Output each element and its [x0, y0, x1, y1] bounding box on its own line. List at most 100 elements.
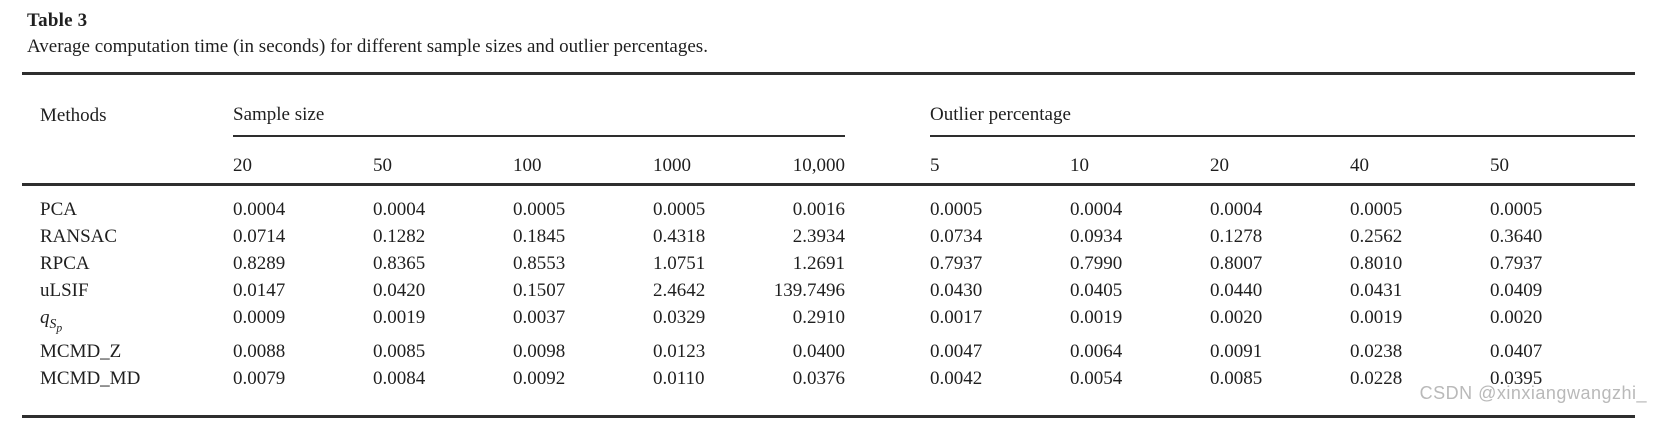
subheader-row: 20 50 100 1000 10,000 5 10 20 40 50 [22, 136, 1636, 186]
col-header-sample-20: 20 [233, 136, 373, 186]
outlier-percentage-value-cell: 0.7937 [930, 253, 983, 274]
method-cell: uLSIF [40, 280, 89, 301]
sample-size-value-cell: 0.0400 [792, 341, 846, 362]
sample-size-value-cell: 0.1282 [373, 226, 426, 247]
column-gap [845, 223, 930, 250]
col-header-outlier-20: 20 [1210, 136, 1351, 186]
outlier-percentage-value-cell: 0.0005 [1350, 199, 1403, 220]
sample-size-value-cell: 0.1845 [513, 226, 566, 247]
data-table: Methods Sample size Outlier percentage 2… [22, 72, 1636, 418]
col-header-sample-50: 50 [373, 136, 513, 186]
outlier-percentage-value-cell: 0.8010 [1350, 253, 1403, 274]
sample-size-value-cell: 0.0420 [373, 280, 426, 301]
sample-size-value-cell: 0.0004 [233, 199, 286, 220]
sample-size-group-header: Sample size [233, 73, 846, 137]
table-row: RANSAC 0.0714 0.1282 0.1845 0.4318 2.3934 0.07… [22, 223, 1635, 250]
column-gap [845, 277, 930, 304]
table-row: MCMD_MD 0.0079 0.0084 0.0092 0.0110 0.0376 0.0… [22, 365, 1635, 417]
outlier-percentage-value-cell: 0.0054 [1070, 368, 1123, 389]
outlier-percentage-value-cell: 0.0004 [1070, 199, 1123, 220]
outlier-percentage-value-cell: 0.7937 [1490, 253, 1543, 274]
column-gap [845, 304, 930, 331]
table-body: PCA 0.0004 0.0004 0.0005 0.0005 0.0016 0.0005 0… [22, 185, 1635, 417]
column-gap [845, 136, 931, 186]
table-caption: Average computation time (in seconds) fo… [27, 36, 708, 57]
outlier-percentage-value-cell: 0.0004 [1210, 199, 1263, 220]
outlier-percentage-value-cell: 0.0019 [1350, 307, 1403, 328]
sample-size-value-cell: 0.0016 [792, 199, 846, 220]
sample-size-value-cell: 0.0376 [792, 368, 846, 389]
column-gap [845, 250, 930, 277]
method-cell: MCMD_MD [40, 368, 141, 389]
sample-size-value-cell: 0.0714 [233, 226, 286, 247]
sample-size-value-cell: 0.8553 [513, 253, 566, 274]
methods-header: Methods [40, 105, 107, 126]
outlier-percentage-value-cell: 0.0019 [1070, 307, 1123, 328]
outlier-percentage-value-cell: 0.0005 [1490, 199, 1543, 220]
outlier-percentage-value-cell: 0.0409 [1490, 280, 1543, 301]
outlier-percentage-value-cell: 0.3640 [1490, 226, 1543, 247]
column-gap [845, 74, 930, 137]
sample-size-value-cell: 0.0037 [513, 307, 566, 328]
sample-size-value-cell: 0.2910 [792, 307, 846, 328]
outlier-percentage-value-cell: 0.0395 [1490, 368, 1543, 389]
sample-size-value-cell: 0.0088 [233, 341, 286, 362]
outlier-percentage-value-cell: 0.0228 [1350, 368, 1403, 389]
sample-size-value-cell: 0.8365 [373, 253, 426, 274]
table-row: RPCA 0.8289 0.8365 0.8553 1.0751 1.2691 0.7937… [22, 250, 1635, 277]
outlier-percentage-value-cell: 0.0238 [1350, 341, 1403, 362]
outlier-percentage-value-cell: 0.0020 [1210, 307, 1263, 328]
sample-size-value-cell: 0.8289 [233, 253, 286, 274]
table-row: qSp 0.0009 0.0019 0.0037 0.0329 0.2910 0.0017 0… [22, 304, 1635, 335]
sample-size-value-cell: 0.0329 [653, 307, 706, 328]
sample-size-value-cell: 2.4642 [653, 280, 706, 301]
col-header-outlier-5: 5 [930, 136, 1071, 186]
outlier-percentage-value-cell: 0.0405 [1070, 280, 1123, 301]
sample-size-value-cell: 1.0751 [653, 253, 706, 274]
col-header-outlier-50: 50 [1490, 136, 1636, 186]
method-cell: qSp [40, 307, 63, 335]
outlier-percentage-value-cell: 0.0017 [930, 307, 983, 328]
column-gap [845, 365, 930, 417]
outlier-percentage-value-cell: 0.1278 [1210, 226, 1263, 247]
sample-size-value-cell: 0.0098 [513, 341, 566, 362]
sample-size-value-cell: 0.0005 [653, 199, 706, 220]
outlier-percentage-value-cell: 0.0407 [1490, 341, 1543, 362]
outlier-percentage-value-cell: 0.7990 [1070, 253, 1123, 274]
outlier-percentage-value-cell: 0.0064 [1070, 341, 1123, 362]
outlier-percentage-group-header: Outlier percentage [930, 73, 1636, 137]
column-gap [845, 331, 930, 365]
table-title: Table 3 [27, 10, 88, 31]
method-cell: PCA [40, 199, 77, 220]
table-header: Methods Sample size Outlier percentage 2… [22, 73, 1636, 186]
outlier-percentage-value-cell: 0.8007 [1210, 253, 1263, 274]
col-header-outlier-10: 10 [1070, 136, 1211, 186]
sample-size-value-cell: 0.0110 [653, 368, 705, 389]
col-header-sample-10000: 10,000 [753, 136, 846, 186]
sample-size-value-cell: 0.0004 [373, 199, 426, 220]
sample-size-value-cell: 0.0019 [373, 307, 426, 328]
table-row: uLSIF 0.0147 0.0420 0.1507 2.4642 139.7496 0.0… [22, 277, 1635, 304]
outlier-percentage-value-cell: 0.0047 [930, 341, 983, 362]
sample-size-value-cell: 0.0005 [513, 199, 566, 220]
group-header-row: Methods Sample size Outlier percentage [22, 73, 1636, 137]
sample-size-value-cell: 0.0009 [233, 307, 286, 328]
method-cell: RANSAC [40, 226, 118, 247]
table-row: PCA 0.0004 0.0004 0.0005 0.0005 0.0016 0.0005 0… [22, 185, 1635, 224]
sample-size-value-cell: 0.0084 [373, 368, 426, 389]
col-header-outlier-40: 40 [1350, 136, 1491, 186]
outlier-percentage-value-cell: 0.0005 [930, 199, 983, 220]
table-row: MCMD_Z 0.0088 0.0085 0.0098 0.0123 0.0400 0.00… [22, 331, 1635, 365]
outlier-percentage-value-cell: 0.0085 [1210, 368, 1263, 389]
outlier-percentage-value-cell: 0.0430 [930, 280, 983, 301]
col-header-sample-100: 100 [513, 136, 653, 186]
sample-size-value-cell: 0.0092 [513, 368, 566, 389]
sample-size-value-cell: 0.1507 [513, 280, 566, 301]
sample-size-value-cell: 0.0085 [373, 341, 426, 362]
sample-size-value-cell: 0.0147 [233, 280, 286, 301]
outlier-percentage-value-cell: 0.2562 [1350, 226, 1403, 247]
outlier-percentage-value-cell: 0.0091 [1210, 341, 1263, 362]
outlier-percentage-value-cell: 0.0440 [1210, 280, 1263, 301]
outlier-percentage-value-cell: 0.0734 [930, 226, 983, 247]
